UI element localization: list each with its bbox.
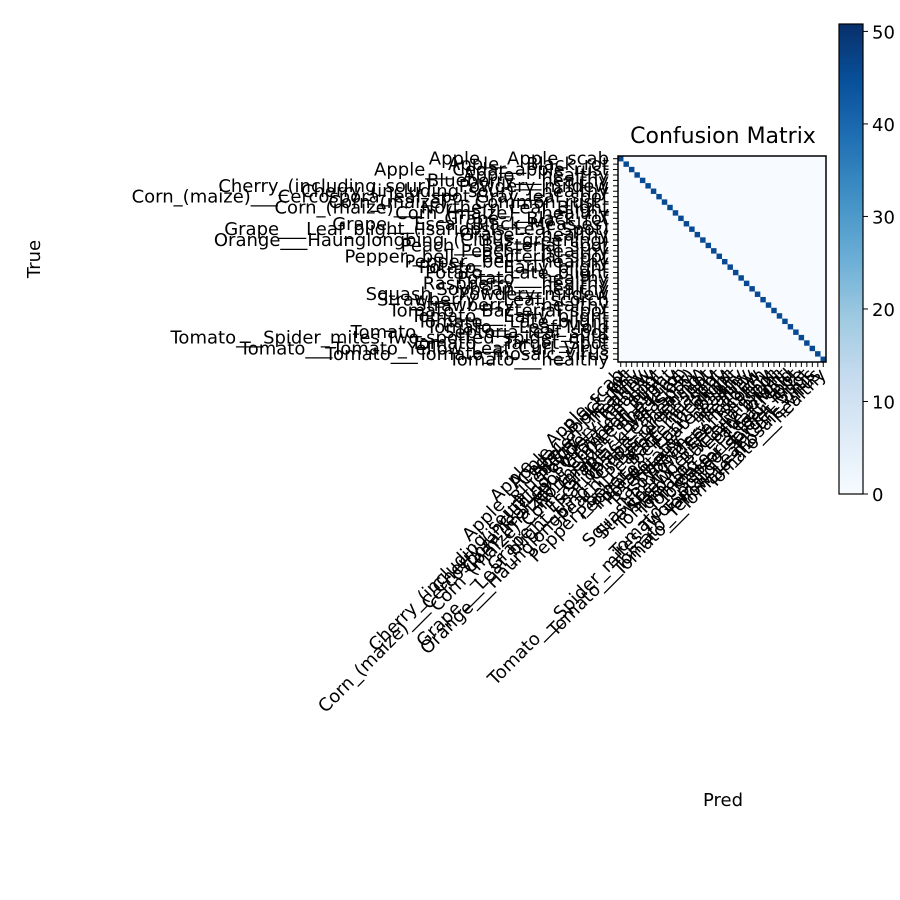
y-tick-label: Potato___healthy bbox=[457, 268, 609, 289]
y-tick-label: Tomato___Bacterial_spot bbox=[388, 301, 609, 322]
heatmap-cell bbox=[678, 215, 684, 222]
y-tick-label: Tomato___Spider_mites Two-spotted_spider… bbox=[170, 328, 610, 349]
heatmap-cell bbox=[661, 199, 668, 205]
heatmap-cell bbox=[771, 307, 777, 314]
y-tick-label: Grape___Black_rot bbox=[444, 208, 609, 229]
y-tick-label: Corn_(maize)___Common_rust_ bbox=[328, 192, 610, 213]
colorbar-tick-label: 50 bbox=[872, 22, 895, 43]
y-axis-ticks: Apple___Apple_scabApple___Black_rotApple… bbox=[132, 149, 618, 370]
y-tick-label: Corn_(maize)___Cercospora_leaf_spot Gray… bbox=[132, 187, 609, 208]
y-tick-label: Peach___Bacterial_spot bbox=[401, 235, 609, 256]
y-tick-label: Pepper,_bell___healthy bbox=[405, 252, 610, 273]
y-tick-label: Apple___healthy bbox=[463, 165, 609, 186]
colorbar-tick-label: 10 bbox=[872, 392, 895, 413]
heatmap-cell bbox=[683, 221, 690, 227]
colorbar-tick-label: 20 bbox=[872, 300, 895, 321]
y-tick-label: Corn_(maize)___healthy bbox=[395, 203, 609, 224]
heatmap-cell bbox=[634, 172, 640, 178]
heatmap-cell bbox=[689, 226, 695, 232]
x-axis-ticks: Apple___Apple_scabApple___Black_rotApple… bbox=[314, 362, 831, 717]
y-tick-label: Raspberry___healthy bbox=[423, 273, 610, 294]
y-tick-label: Apple___Apple_scab bbox=[429, 149, 609, 170]
heatmap-cell bbox=[667, 204, 673, 211]
heatmap-cell bbox=[694, 231, 701, 238]
heatmap-cell bbox=[672, 210, 679, 216]
y-tick-label: Squash___Powdery_mildew bbox=[366, 284, 609, 305]
colorbar-ticks: 0 10 20 30 40 50 bbox=[863, 22, 895, 506]
y-axis-label: True bbox=[24, 240, 45, 279]
heatmap-cell bbox=[804, 340, 810, 346]
heatmap-cell bbox=[776, 313, 783, 319]
y-tick-label: Tomato___Early_blight bbox=[410, 306, 609, 327]
y-tick-label: Peach___healthy bbox=[461, 241, 610, 262]
heatmap-cell bbox=[760, 296, 766, 303]
colorbar-tick-label: 30 bbox=[872, 207, 895, 228]
y-tick-label: Pepper,_bell___Bacterial_spot bbox=[344, 246, 609, 267]
heatmap-cell bbox=[700, 237, 706, 243]
y-tick-label: Grape___Esca_(Black_Measles) bbox=[332, 214, 609, 235]
y-tick-label: Tomato___healthy bbox=[448, 349, 610, 370]
heatmap-cell bbox=[743, 280, 750, 287]
heatmap-cell bbox=[618, 156, 624, 162]
x-axis-label: Pred bbox=[703, 790, 743, 811]
heatmap-cell bbox=[650, 188, 657, 194]
y-tick-label: Tomato___Late_blight bbox=[416, 311, 609, 332]
chart-title: Confusion Matrix bbox=[630, 124, 816, 149]
y-tick-label: Tomato___Leaf_Mold bbox=[425, 317, 609, 338]
y-tick-label: Soybean___healthy bbox=[436, 279, 609, 300]
y-tick-label: Strawberry___Leaf_scorch bbox=[377, 290, 609, 311]
colorbar-tick-label: 0 bbox=[872, 485, 883, 506]
heatmap-cell bbox=[645, 183, 651, 189]
heatmap-cell bbox=[754, 291, 761, 297]
heatmap-cell bbox=[793, 329, 799, 335]
heatmap-cell bbox=[711, 248, 717, 254]
heatmap-cell bbox=[815, 351, 821, 357]
heatmap-cell bbox=[765, 302, 772, 308]
y-tick-label: Strawberry___healthy bbox=[415, 295, 609, 316]
heatmap-cell bbox=[722, 259, 728, 265]
y-tick-label: Grape___healthy bbox=[459, 225, 609, 246]
heatmap-cell bbox=[738, 275, 744, 281]
y-tick-label: Grape___Leaf_blight_(Isariopsis_Leaf_Spo… bbox=[224, 219, 609, 240]
heatmap-cell bbox=[787, 324, 794, 330]
y-tick-label: Tomato___Target_Spot bbox=[410, 333, 609, 354]
heatmap-cell bbox=[782, 318, 788, 325]
y-tick-label: Potato___Early_blight bbox=[419, 257, 609, 278]
heatmap-cell bbox=[656, 193, 662, 200]
y-tick-label: Tomato___Tomato_Yellow_Leaf_Curl_Virus bbox=[239, 338, 609, 359]
heatmap-cell bbox=[820, 356, 826, 362]
heatmap-cell bbox=[716, 253, 722, 259]
heatmap-cell bbox=[732, 269, 739, 276]
y-tick-label: Cherry_(including_sour)___Powdery_mildew bbox=[218, 176, 609, 197]
y-tick-label: Tomato___Tomato_mosaic_virus bbox=[324, 344, 609, 365]
heatmap-cell bbox=[623, 161, 629, 167]
heatmap-cell bbox=[628, 166, 635, 173]
colorbar: 0 10 20 30 40 50 bbox=[838, 22, 895, 506]
y-tick-label: Apple___Cedar_apple_rust bbox=[374, 160, 609, 181]
colorbar-tick-label: 40 bbox=[872, 115, 895, 136]
heatmap-cell bbox=[798, 334, 805, 341]
y-tick-label: Orange___Haunglongbing_(Citrus_greening) bbox=[214, 230, 609, 251]
y-tick-label: Corn_(maize)___Northern_Leaf_Blight bbox=[274, 198, 609, 219]
y-tick-label: Potato___Late_blight bbox=[425, 263, 609, 284]
heatmap-cell bbox=[749, 286, 755, 292]
y-tick-label: Apple___Black_rot bbox=[448, 154, 609, 175]
colorbar-gradient bbox=[838, 23, 864, 495]
plot-frame bbox=[617, 155, 827, 363]
y-tick-label: Blueberry___healthy bbox=[427, 170, 609, 191]
heatmap-cell bbox=[639, 177, 646, 184]
heatmap bbox=[618, 156, 826, 362]
heatmap-cell bbox=[727, 264, 733, 270]
y-tick-label: Cherry_(including_sour)___healthy bbox=[301, 181, 609, 202]
heatmap-cell bbox=[809, 345, 816, 352]
y-tick-label: Tomato___Septoria_leaf_spot bbox=[350, 322, 609, 343]
heatmap-cell bbox=[705, 242, 712, 249]
